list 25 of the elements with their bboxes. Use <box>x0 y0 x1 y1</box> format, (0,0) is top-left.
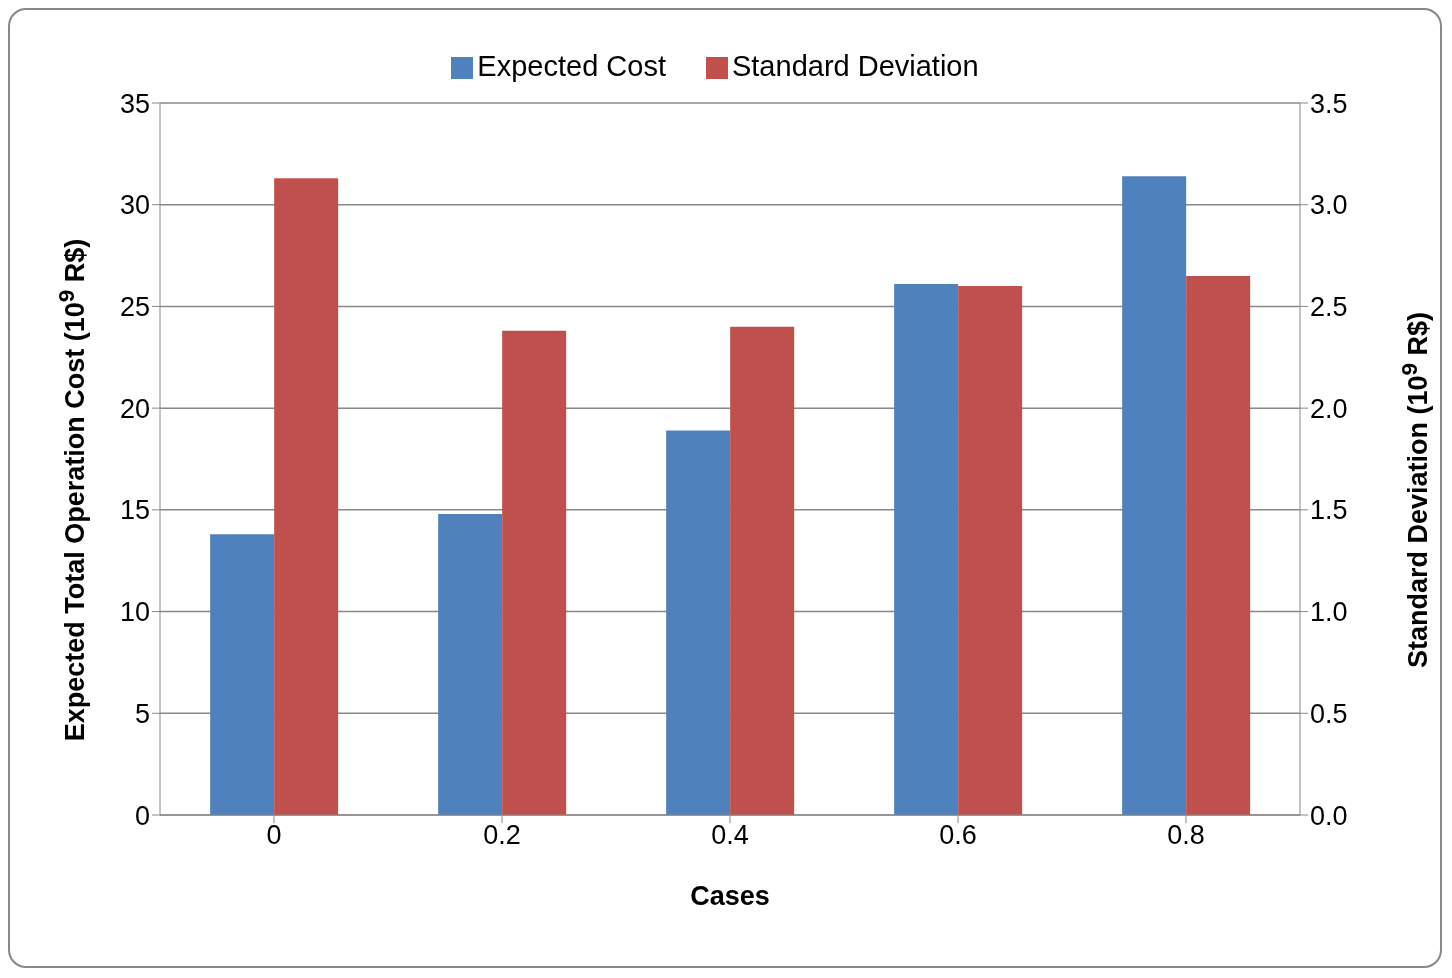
y2-tick-label: 2.5 <box>1310 292 1348 323</box>
y-tick-label: 5 <box>134 698 150 729</box>
y2-tick-label: 3.0 <box>1310 190 1348 221</box>
y-tick-label: 20 <box>119 393 150 424</box>
y-tick-label: 10 <box>119 597 150 628</box>
x-tick-label: 0.2 <box>483 820 521 851</box>
y-tick-label: 0 <box>134 800 150 831</box>
y-tick-label: 15 <box>119 495 150 526</box>
y2-tick-label: 1.0 <box>1310 597 1348 628</box>
x-tick-label: 0.4 <box>711 820 749 851</box>
y2-tick-label: 1.5 <box>1310 495 1348 526</box>
y2-tick-label: 2.0 <box>1310 393 1348 424</box>
y2-tick-label: 0.0 <box>1310 800 1348 831</box>
x-tick-label: 0 <box>266 820 282 851</box>
y-tick-label: 25 <box>119 292 150 323</box>
bar <box>274 178 339 815</box>
y2-tick-label: 0.5 <box>1310 698 1348 729</box>
y2-tick-label: 3.5 <box>1310 88 1348 119</box>
legend-label: Standard Deviation <box>731 50 979 82</box>
legend-label: Expected Cost <box>477 50 666 82</box>
x-tick-label: 0.6 <box>939 820 977 851</box>
y-tick-label: 30 <box>119 190 150 221</box>
x-tick-label: 0.8 <box>1167 820 1205 851</box>
x-axis-title: Cases <box>690 881 770 911</box>
y-tick-label: 35 <box>119 88 150 119</box>
